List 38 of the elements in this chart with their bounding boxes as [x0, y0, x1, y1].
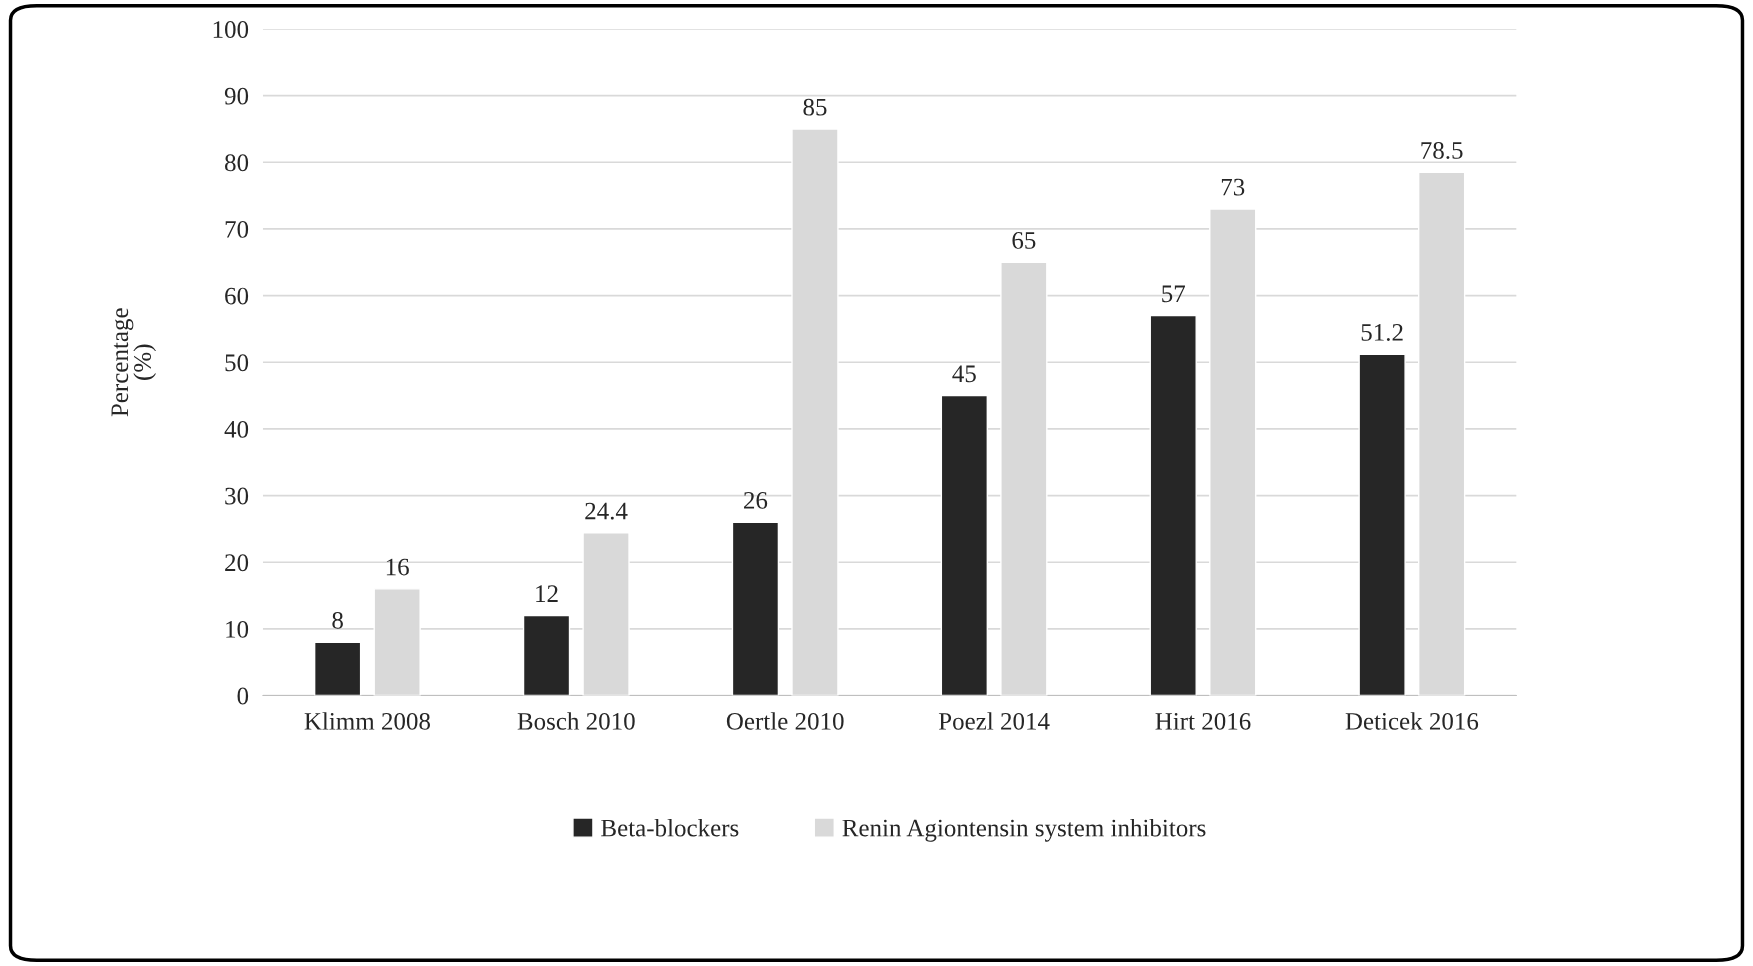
- y-tick-label: 30: [225, 487, 249, 505]
- bar: [940, 394, 989, 696]
- x-tick-label: Bosch 2010: [517, 712, 635, 730]
- bar: [313, 641, 362, 696]
- y-tick-label: 80: [225, 154, 249, 172]
- data-label: 78.5: [1421, 142, 1463, 159]
- y-tick-label: 50: [225, 354, 249, 372]
- data-label: 65: [1012, 232, 1036, 249]
- y-tick-label: 40: [224, 420, 249, 438]
- data-label: 16: [386, 558, 409, 576]
- y-tick-label: 70: [225, 220, 249, 238]
- x-tick-label: Hirt 2016: [1155, 712, 1251, 730]
- data-label: 45: [952, 365, 976, 383]
- y-tick-label: 100: [213, 21, 249, 38]
- x-tick-label: Klimm 2008: [304, 712, 430, 730]
- y-tick-label: 0: [237, 687, 249, 705]
- legend-label: Beta-blockers: [601, 818, 739, 837]
- y-tick-label: 10: [226, 620, 249, 638]
- data-label: 85: [803, 98, 827, 116]
- y-tick-label: 60: [225, 287, 249, 305]
- data-label: 24.4: [585, 502, 628, 520]
- x-tick-label: Poezl 2014: [938, 712, 1050, 730]
- y-tick-label: 20: [225, 554, 249, 572]
- bar: [1149, 314, 1197, 696]
- legend-label: Renin Agiontensin system inhibitors: [842, 818, 1206, 842]
- data-label: 8: [332, 611, 343, 629]
- x-tick-label: Oertle 2010: [726, 712, 844, 730]
- bar: [1358, 353, 1406, 696]
- data-label: 12: [536, 585, 558, 602]
- x-tick-label: Deticek 2016: [1345, 712, 1479, 730]
- data-label: 57: [1162, 285, 1186, 303]
- bar: [731, 521, 780, 696]
- data-label: 26: [744, 492, 768, 509]
- data-label: 51.2: [1361, 324, 1403, 341]
- y-tick-label: 90: [224, 87, 249, 105]
- y-axis-title: Percentage (%): [111, 308, 157, 417]
- bar: [522, 614, 571, 696]
- data-label: 73: [1221, 178, 1245, 196]
